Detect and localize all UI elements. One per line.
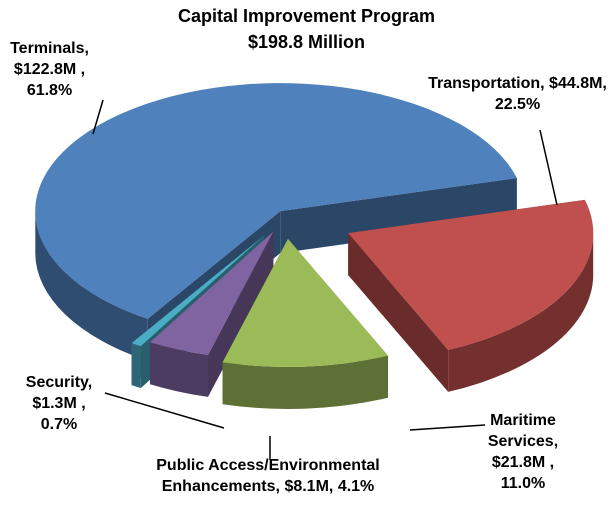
leader-lines [92,99,558,460]
data-label: Transportation, $44.8M, 22.5% [425,73,610,115]
slice [222,238,388,367]
leader-line [92,99,104,135]
slice-wall [131,343,141,389]
value-label: 11.0% [500,475,546,492]
data-label: Maritime Services, $21.8M , 11.0% [468,410,578,494]
value-label: 61.8% [26,82,73,99]
slice-wall [35,211,148,361]
amount-label: $8.1M, [284,478,334,495]
chart-title: Capital Improvement Program [177,6,436,26]
data-label: Public Access/Environmental Enhancements… [118,455,418,497]
slice-side [280,178,517,254]
category: Terminals, [10,40,89,57]
category: Public Access/Environmental Enhancements… [156,457,380,495]
category: Maritime Services, [487,412,559,450]
data-label: Terminals, $122.8M , 61.8% [2,38,97,101]
leader-line [539,129,558,206]
slice [131,235,265,347]
slice-wall [150,342,208,397]
value-label: 22.5% [494,96,541,113]
slice-wall [448,233,594,392]
amount-label: $21.8M , [491,454,555,471]
slice [348,199,594,350]
value-label: 0.7% [40,416,78,433]
leader-line [104,392,225,429]
value-label: 4.1% [337,478,375,495]
data-label: Security, $1.3M , 0.7% [14,372,104,435]
amount-label: $44.8M, [549,75,607,92]
category: Transportation, [428,75,545,92]
slice-wall [222,355,388,409]
slice-side [348,233,449,392]
category: Security, [25,374,93,391]
chart-subtitle: $198.8 Million [247,32,366,52]
amount-label: $122.8M , [13,61,86,78]
slice [150,231,274,355]
slice [35,83,517,319]
leader-line [409,424,486,431]
amount-label: $1.3M , [32,395,86,412]
